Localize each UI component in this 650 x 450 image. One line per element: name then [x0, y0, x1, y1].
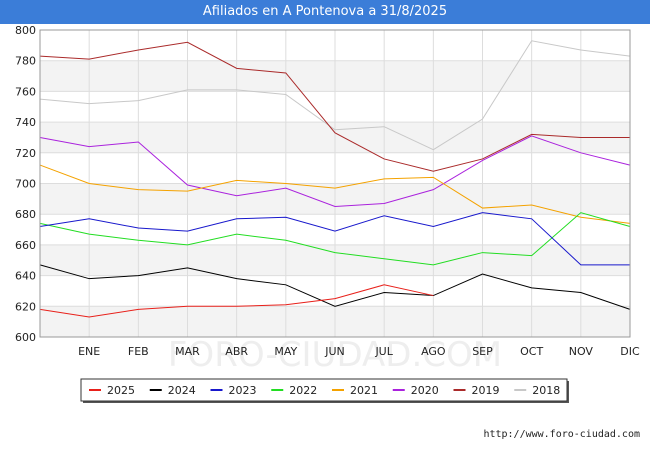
x-tick-label: FEB [128, 345, 149, 358]
legend-box [80, 378, 568, 402]
y-axis-ticks: 600 620 640 660 680 700 720 740 760 780 800 [15, 24, 36, 344]
legend-label-2025: 2025 [107, 384, 135, 397]
y-tick-label: 620 [15, 300, 36, 313]
legend-label-2020: 2020 [411, 384, 439, 397]
x-tick-label: DIC [620, 345, 640, 358]
y-tick-label: 640 [15, 270, 36, 283]
series-line-2022 [39, 212, 631, 266]
legend-label-2018: 2018 [532, 384, 560, 397]
x-tick-label: ENE [78, 345, 100, 358]
x-tick-label: AGO [421, 345, 446, 358]
series-line-2018 [39, 40, 631, 151]
y-tick-label: 700 [15, 178, 36, 191]
watermark: FORO-CIUDAD.COM [168, 335, 502, 375]
legend-label-2023: 2023 [229, 384, 257, 397]
x-tick-label: SEP [472, 345, 493, 358]
line-chart: FORO-CIUDAD.COM 600 620 640 660 680 700 720 740… [15, 24, 640, 403]
series-line-2024 [39, 264, 631, 310]
series-line-2023 [39, 212, 630, 266]
x-tick-label: NOV [569, 345, 594, 358]
y-tick-label: 680 [15, 208, 36, 221]
legend: 2025 2024 2023 2022 2021 2020 2019 2018 [80, 378, 569, 403]
x-tick-label: ABR [225, 345, 248, 358]
x-tick-label: MAR [175, 345, 200, 358]
legend-label-2021: 2021 [350, 384, 378, 397]
y-tick-label: 720 [15, 147, 36, 160]
y-tick-label: 740 [15, 116, 36, 129]
y-tick-label: 760 [15, 85, 36, 98]
y-tick-label: 600 [15, 331, 36, 344]
y-tick-label: 660 [15, 239, 36, 252]
legend-label-2022: 2022 [289, 384, 317, 397]
source-url[interactable]: http://www.foro-ciudad.com [483, 429, 640, 440]
x-axis-ticks: ENE FEB MAR ABR MAY JUN JUL AGO SEP OCT NOV DIC [78, 345, 640, 358]
y-tick-label: 800 [15, 24, 36, 37]
x-tick-label: JUN [324, 345, 345, 358]
x-tick-label: MAY [274, 345, 297, 358]
series-line-2021 [39, 164, 631, 224]
legend-label-2024: 2024 [168, 384, 196, 397]
chart-title: Afiliados en A Pontenova a 31/8/2025 [0, 0, 650, 24]
y-tick-label: 780 [15, 55, 36, 68]
series-line-2019 [39, 41, 630, 172]
series-line-2025 [39, 284, 434, 318]
x-tick-label: JUL [374, 345, 393, 358]
plot-frame [39, 29, 631, 338]
x-tick-label: OCT [520, 345, 543, 358]
series-lines [39, 40, 631, 318]
legend-label-2019: 2019 [472, 384, 500, 397]
series-line-2020 [39, 135, 631, 208]
